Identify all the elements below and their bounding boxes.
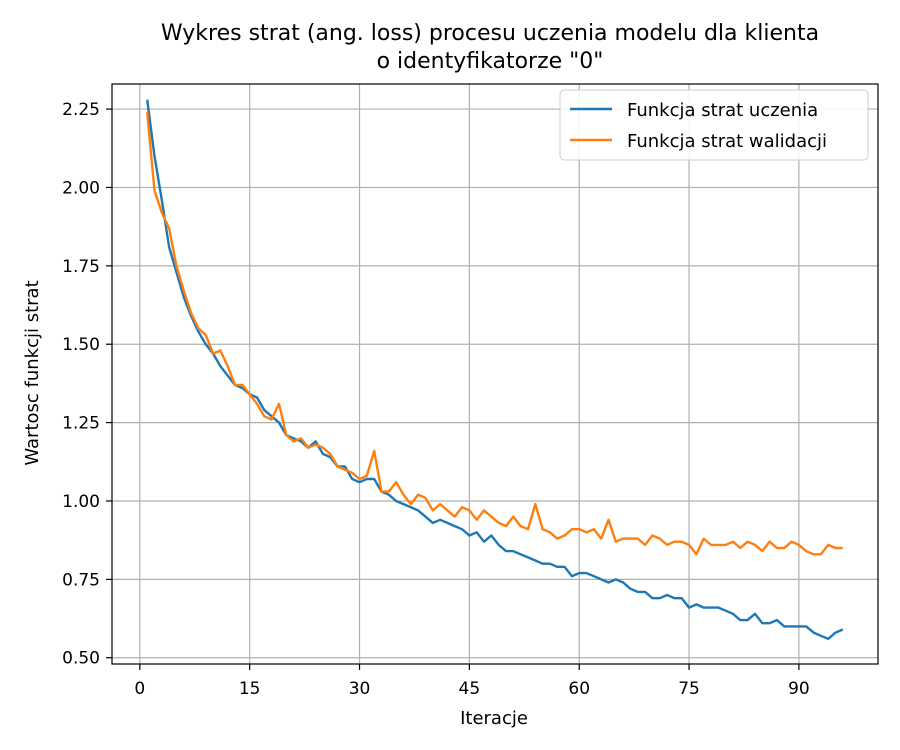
y-tick-label: 1.50 [62, 335, 100, 355]
series-line-training [146, 99, 844, 641]
legend-label-training: Funkcja strat uczenia [627, 100, 818, 121]
series-line-validation [146, 112, 843, 556]
x-tick-label: 90 [788, 679, 810, 699]
x-tick-label: 75 [678, 679, 700, 699]
chart-title-line-1: Wykres strat (ang. loss) procesu uczenia… [161, 21, 819, 46]
y-tick-label: 1.00 [62, 492, 100, 512]
x-axis-label: Iteracje [460, 708, 528, 729]
x-tick-label: 45 [459, 679, 481, 699]
y-axis-label: Wartosc funkcji strat [22, 280, 43, 465]
legend-box [559, 89, 869, 161]
y-tick-label: 0.75 [62, 570, 100, 590]
series-lines [146, 99, 844, 641]
x-tick-label: 15 [239, 679, 261, 699]
y-tick-label: 2.00 [62, 178, 100, 198]
legend: Funkcja strat uczenia Funkcja strat wali… [559, 89, 869, 161]
grid-lines [112, 84, 878, 664]
y-tick-label: 1.75 [62, 257, 100, 277]
x-tick-label: 30 [349, 679, 371, 699]
x-tick-label: 60 [568, 679, 590, 699]
y-tick-label: 2.25 [62, 100, 100, 120]
y-tick-label: 0.50 [62, 649, 100, 669]
chart-title-line-2: o identyfikatorze "0" [377, 49, 604, 74]
legend-label-validation: Funkcja strat walidacji [627, 131, 827, 152]
y-tick-label: 1.25 [62, 414, 100, 434]
plot-frame [111, 83, 879, 665]
x-tick-label: 0 [134, 679, 145, 699]
axis-ticks: 0 15 30 45 60 75 90 0.50 0.75 1.00 1.25 1.50 1.75 2.0… [62, 100, 810, 699]
